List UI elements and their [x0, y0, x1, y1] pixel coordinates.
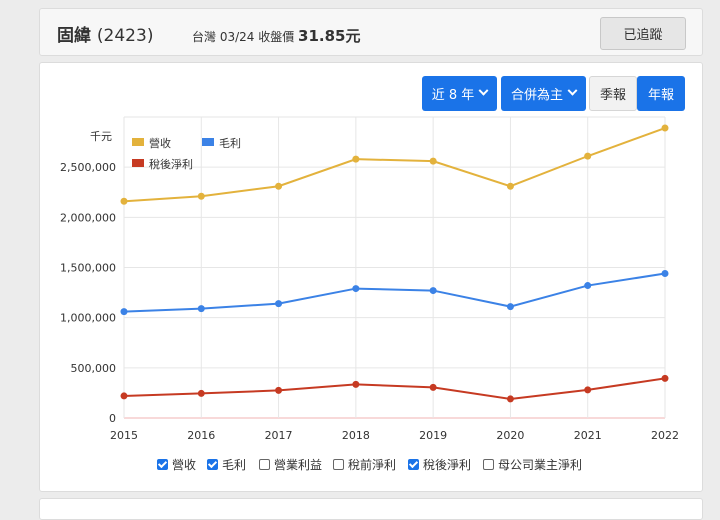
series-toggle-label: 稅後淨利 [423, 458, 472, 472]
market-date: 台灣 03/24 收盤價 [192, 30, 295, 44]
grid-lines [123, 116, 666, 419]
stock-meta: 台灣 03/24 收盤價 31.85元 [192, 25, 361, 46]
basis-label: 合併為主 [510, 88, 563, 103]
data-point [661, 124, 669, 132]
legend-label: 營收 [149, 136, 171, 150]
legend-swatch [202, 138, 214, 146]
data-point [275, 300, 283, 308]
x-tick-label: 2019 [419, 429, 447, 442]
data-point [120, 197, 128, 205]
period-dropdown[interactable]: 近 8 年 [422, 76, 497, 111]
series-toggle[interactable]: 毛利 [207, 456, 246, 473]
annual-button[interactable]: 年報 [637, 76, 685, 111]
legend-label: 稅後淨利 [149, 157, 193, 171]
series-line [123, 127, 666, 203]
line-chart: 千元 0 500,000 1,000,000 1,500,000 2,000,000 2,… [60, 116, 679, 442]
series-toggle-label: 母公司業主淨利 [498, 458, 583, 472]
series-toggle-label: 營收 [172, 458, 197, 472]
stock-code: (2423) [96, 26, 154, 46]
data-point [275, 386, 283, 394]
checkbox[interactable] [333, 459, 344, 470]
series-toggle[interactable]: 母公司業主淨利 [483, 456, 582, 473]
series-toggle-label: 稅前淨利 [348, 458, 397, 472]
checkbox[interactable] [157, 459, 168, 470]
series-toggle-label: 毛利 [222, 458, 247, 472]
y-axis-label: 千元 [90, 130, 112, 143]
legend-swatch [132, 159, 144, 167]
data-point [120, 308, 128, 316]
quarterly-button[interactable]: 季報 [589, 76, 637, 111]
data-point [506, 182, 514, 190]
stock-header: 固緯 (2423) 台灣 03/24 收盤價 31.85元 已追蹤 [39, 8, 703, 56]
data-point [352, 155, 360, 163]
series-toggle[interactable]: 稅前淨利 [333, 456, 396, 473]
checkbox[interactable] [207, 459, 218, 470]
stock-name: 固緯 [57, 26, 91, 46]
data-point [584, 386, 592, 394]
next-panel [39, 498, 703, 520]
y-tick-labels: 0 500,000 1,000,000 1,500,000 2,000,000 2,500… [60, 161, 116, 425]
stock-price: 31.85元 [298, 27, 361, 45]
data-point [506, 395, 514, 403]
series-toggle[interactable]: 稅後淨利 [408, 456, 471, 473]
series-toggle[interactable]: 營收 [157, 456, 196, 473]
checkbox[interactable] [483, 459, 494, 470]
data-point [429, 287, 437, 295]
y-tick-label: 500,000 [71, 362, 117, 375]
legend-label: 毛利 [219, 137, 241, 150]
y-tick-label: 1,000,000 [60, 312, 116, 325]
data-point [429, 157, 437, 165]
x-tick-label: 2021 [574, 429, 602, 442]
x-tick-label: 2020 [496, 429, 524, 442]
data-point [197, 389, 205, 397]
data-point [197, 305, 205, 313]
checkbox[interactable] [408, 459, 419, 470]
y-tick-label: 1,500,000 [60, 262, 116, 275]
data-point [661, 374, 669, 382]
data-point [429, 383, 437, 391]
data-point [352, 380, 360, 388]
y-tick-label: 2,500,000 [60, 161, 116, 174]
y-tick-label: 0 [109, 412, 116, 425]
x-tick-label: 2015 [110, 429, 138, 442]
chart-card: 近 8 年 合併為主 季報 年報 千元 0 500,000 1,000,000 1,5… [39, 62, 703, 492]
x-tick-label: 2018 [342, 429, 370, 442]
series-lines [120, 124, 669, 403]
legend-swatch [132, 138, 144, 146]
data-point [584, 152, 592, 160]
series-line [123, 272, 666, 313]
period-label: 近 8 年 [431, 88, 475, 103]
x-tick-label: 2022 [651, 429, 679, 442]
data-point [661, 270, 669, 278]
data-point [352, 285, 360, 293]
stock-title: 固緯 (2423) [57, 21, 153, 46]
data-point [197, 192, 205, 200]
data-point [506, 303, 514, 311]
data-point [120, 392, 128, 400]
x-tick-labels: 2015 2016 2017 2018 2019 2020 2021 2022 [110, 429, 679, 442]
basis-dropdown[interactable]: 合併為主 [501, 76, 586, 111]
x-tick-label: 2017 [265, 429, 293, 442]
series-line [123, 377, 666, 400]
checkbox[interactable] [259, 459, 270, 470]
track-button[interactable]: 已追蹤 [600, 17, 686, 50]
y-tick-label: 2,000,000 [60, 211, 116, 224]
x-tick-label: 2016 [187, 429, 215, 442]
data-point [584, 282, 592, 290]
series-toggle-label: 營業利益 [274, 458, 323, 472]
series-toggle[interactable]: 營業利益 [259, 456, 322, 473]
data-point [275, 182, 283, 190]
